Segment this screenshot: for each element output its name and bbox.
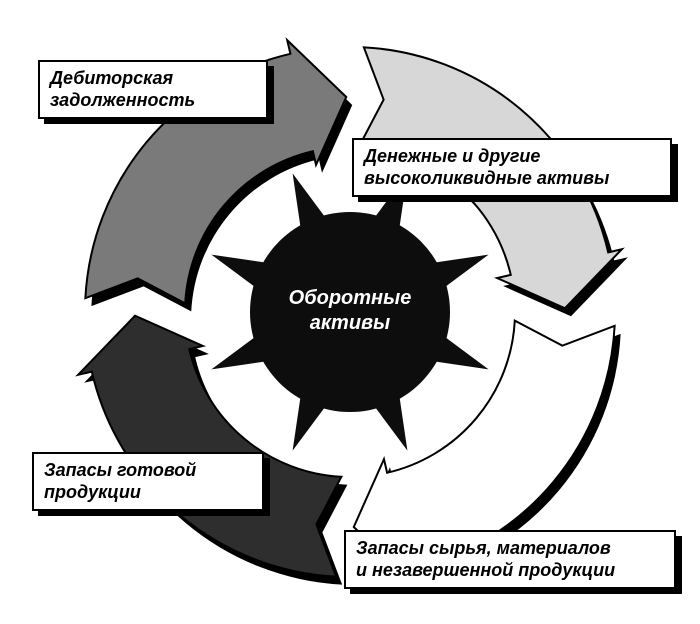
label-cash-wrap: Денежные и другие высоколиквидные активы: [352, 138, 672, 196]
label-text: Дебиторская: [50, 68, 173, 88]
label-receivables: Дебиторская задолженность: [38, 60, 268, 119]
label-receivables-wrap: Дебиторская задолженность: [38, 60, 268, 118]
label-finished-wrap: Запасы готовой продукции: [32, 452, 264, 510]
label-raw-wrap: Запасы сырья, материалов и незавершенной…: [344, 530, 676, 588]
label-text: Запасы сырья, материалов: [356, 538, 611, 558]
label-raw: Запасы сырья, материалов и незавершенной…: [344, 530, 676, 589]
label-text: Денежные и другие: [364, 146, 540, 166]
cycle-diagram: Дебиторская задолженность Денежные и дру…: [0, 0, 700, 624]
label-text: продукции: [44, 482, 141, 502]
label-text: задолженность: [50, 90, 195, 110]
hub-label: Оборотные активы: [260, 286, 440, 336]
label-text: Запасы готовой: [44, 460, 196, 480]
label-finished: Запасы готовой продукции: [32, 452, 264, 511]
label-cash: Денежные и другие высоколиквидные активы: [352, 138, 672, 197]
label-text: высоколиквидные активы: [364, 168, 609, 188]
hub-label-line: Оборотные: [289, 287, 412, 309]
hub-label-line: активы: [310, 312, 390, 334]
label-text: и незавершенной продукции: [356, 560, 615, 580]
